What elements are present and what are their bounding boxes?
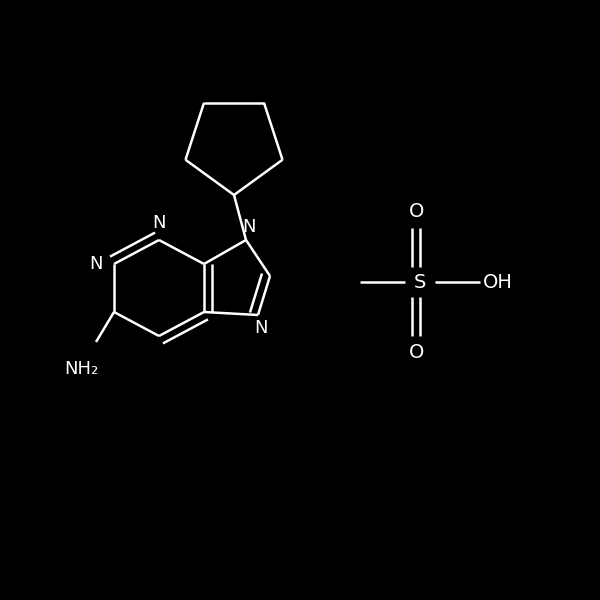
Text: OH: OH: [483, 272, 513, 292]
Text: O: O: [409, 343, 425, 362]
Text: N: N: [254, 319, 268, 337]
Text: N: N: [152, 214, 166, 232]
Text: N: N: [242, 218, 256, 236]
Text: NH₂: NH₂: [64, 360, 98, 378]
Text: S: S: [414, 272, 426, 292]
Text: O: O: [409, 202, 425, 221]
Text: N: N: [89, 255, 103, 273]
